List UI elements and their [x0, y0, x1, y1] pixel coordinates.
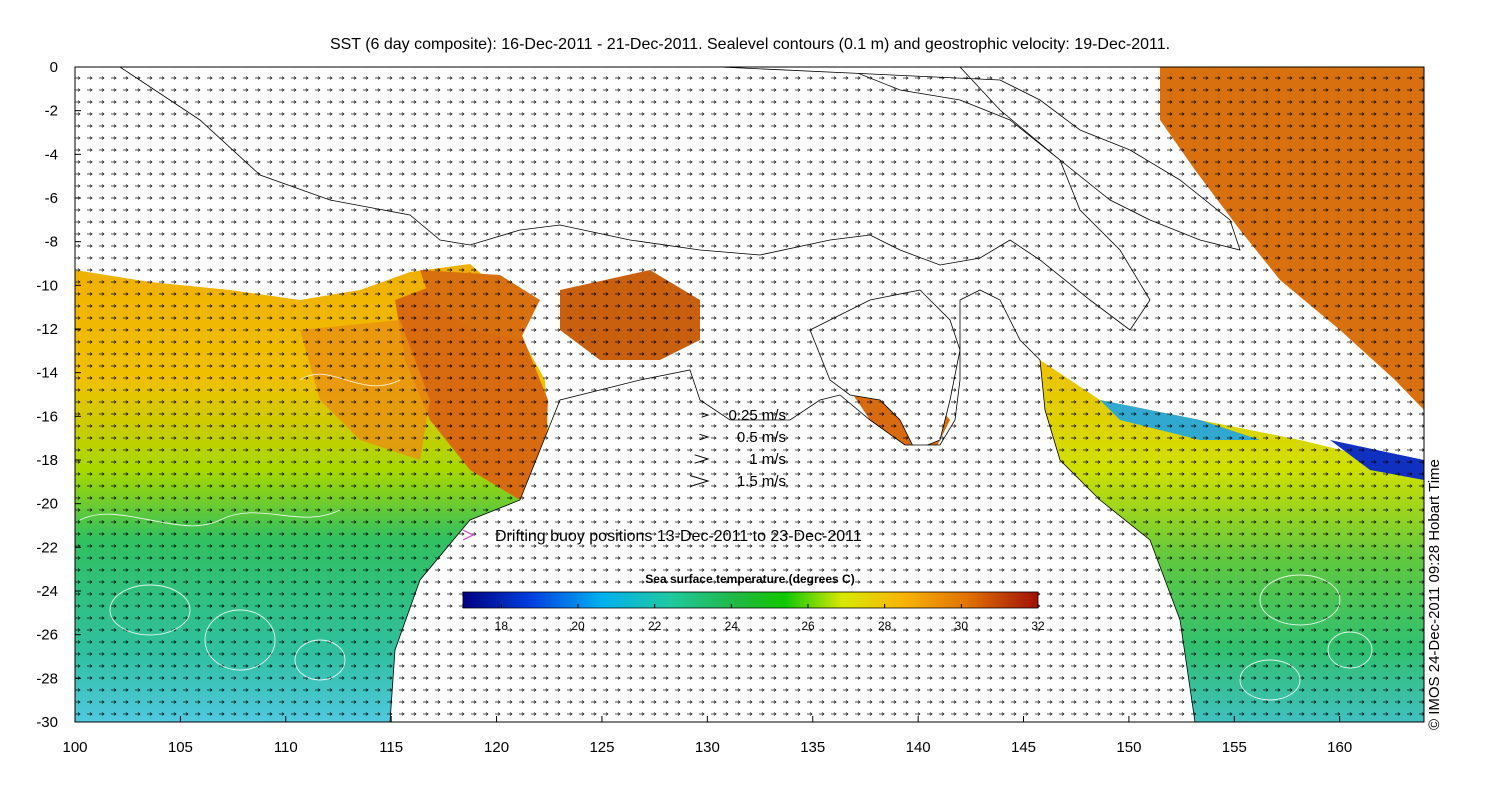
velocity-legend-arrow-icon — [699, 433, 710, 441]
velocity-legend-arrow-icon — [701, 412, 710, 418]
velocity-legend: 0.25 m/s 0.5 m/s 1 m/s 1.5 m/s — [689, 407, 786, 490]
y-tick-label: -12 — [36, 321, 58, 338]
velocity-legend-label: 0.25 m/s — [728, 407, 786, 424]
y-tick-label: -22 — [36, 539, 58, 556]
x-tick-label: 120 — [484, 739, 509, 756]
colorbar-ramp — [462, 591, 1039, 609]
colorbar-tick-label: 22 — [648, 619, 662, 633]
y-tick-label: -26 — [36, 627, 58, 644]
x-tick-label: 125 — [589, 739, 614, 756]
chart-title: SST (6 day composite): 16-Dec-2011 - 21-… — [329, 36, 1171, 53]
x-tick-label: 100 — [62, 739, 87, 756]
y-tick-label: -10 — [36, 277, 58, 294]
velocity-legend-arrow-icon — [694, 454, 710, 464]
colorbar-tick-label: 28 — [878, 619, 892, 633]
colorbar-tick-label: 32 — [1031, 619, 1045, 633]
colorbar-tick-label: 18 — [495, 619, 509, 633]
velocity-legend-arrow-icon — [689, 475, 710, 487]
x-tick-label: 160 — [1327, 739, 1352, 756]
y-tick-label: -18 — [36, 452, 58, 469]
y-tick-label: -6 — [45, 190, 58, 207]
y-axis-ticks: 0 -2 -4 -6 -8 -10 -12 -14 -16 -18 -20 -22 -24 -26 -28 -… — [36, 59, 81, 731]
sealevel-contours — [79, 373, 1373, 701]
x-tick-label: 140 — [906, 739, 931, 756]
x-tick-label: 155 — [1222, 739, 1247, 756]
velocity-legend-label: 1 m/s — [749, 451, 786, 468]
x-tick-label: 130 — [695, 739, 720, 756]
colorbar-tick-label: 30 — [955, 619, 969, 633]
colorbar-tick-label: 24 — [725, 619, 739, 633]
y-tick-label: -16 — [36, 408, 58, 425]
colorbar-tick-label: 26 — [801, 619, 815, 633]
x-tick-label: 110 — [274, 739, 298, 756]
buoy-legend: Drifting buoy positions 13-Dec-2011 to 2… — [462, 528, 862, 545]
colorbar-title: Sea surface temperature (degrees C) — [645, 572, 854, 586]
buoy-marker-icon — [462, 529, 475, 541]
y-tick-label: -8 — [45, 234, 58, 251]
colorbar-ticks: 18 20 22 24 26 28 30 32 — [495, 604, 1045, 633]
y-tick-label: 0 — [50, 59, 58, 76]
velocity-legend-label: 0.5 m/s — [737, 429, 786, 446]
credit-line: © IMOS 24-Dec-2011 09:28 Hobart Time — [1426, 459, 1443, 730]
x-tick-label: 145 — [1011, 739, 1036, 756]
velocity-arrow-field — [75, 67, 1424, 722]
y-tick-label: -24 — [36, 583, 58, 600]
y-tick-label: -30 — [36, 714, 58, 731]
x-axis-ticks: 100 105 110 115 120 125 130 135 140 145 150 155 160 — [62, 716, 1352, 756]
x-tick-label: 115 — [379, 739, 403, 756]
plot-frame — [74, 66, 1425, 723]
y-tick-label: -14 — [36, 365, 58, 382]
sst-colorbar: Sea surface temperature (degrees C) 18 20… — [462, 572, 1045, 633]
x-tick-label: 150 — [1116, 739, 1141, 756]
colorbar-tick-label: 20 — [571, 619, 585, 633]
x-tick-label: 135 — [800, 739, 825, 756]
buoy-legend-label: Drifting buoy positions 13-Dec-2011 to 2… — [495, 528, 862, 545]
velocity-legend-label: 1.5 m/s — [737, 473, 786, 490]
y-tick-label: -4 — [45, 146, 58, 163]
x-tick-label: 105 — [168, 739, 193, 756]
y-tick-label: -2 — [45, 103, 58, 120]
y-tick-label: -28 — [36, 670, 58, 687]
y-tick-label: -20 — [36, 496, 58, 513]
